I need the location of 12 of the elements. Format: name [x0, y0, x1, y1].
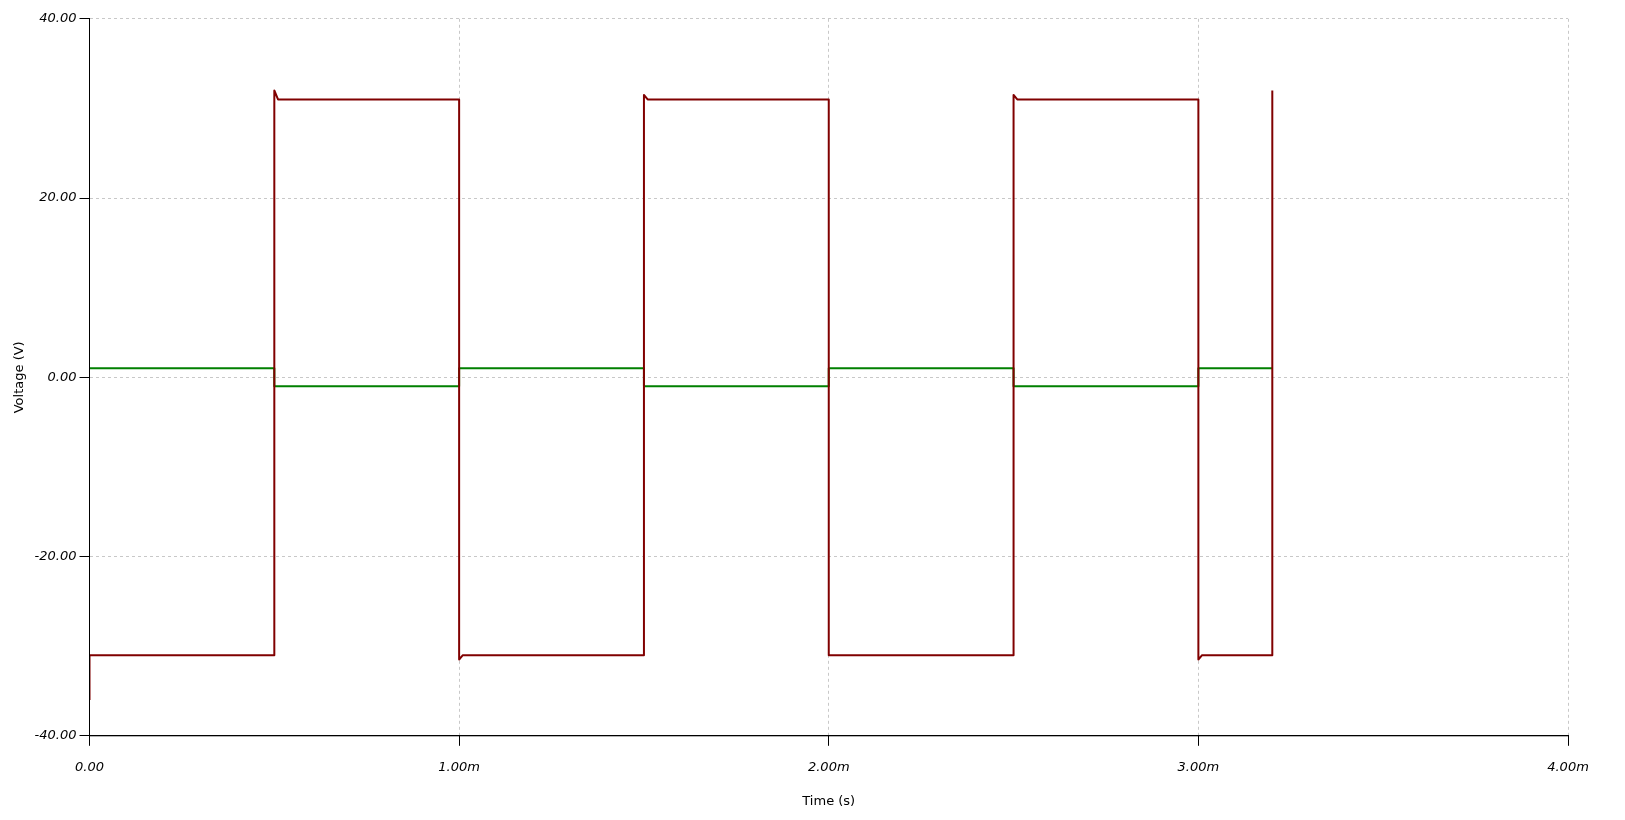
x-tick-label: 3.00m	[1177, 758, 1220, 774]
y-tick-label: 40.00	[39, 10, 77, 26]
x-tick-label: 1.00m	[438, 758, 480, 774]
y-tick-label: -20.00	[34, 547, 77, 563]
y-tick-label: -40.00	[34, 727, 77, 743]
x-tick-label: 0.00	[75, 758, 104, 774]
x-tick-label: 4.00m	[1547, 758, 1589, 774]
x-tick-label: 2.00m	[807, 758, 850, 774]
y-tick-label: 20.00	[39, 189, 77, 205]
y-tick-label: 0.00	[47, 368, 77, 384]
x-axis-title: Time (s)	[801, 792, 856, 808]
y-axis-title: Voltage (V)	[11, 341, 27, 414]
